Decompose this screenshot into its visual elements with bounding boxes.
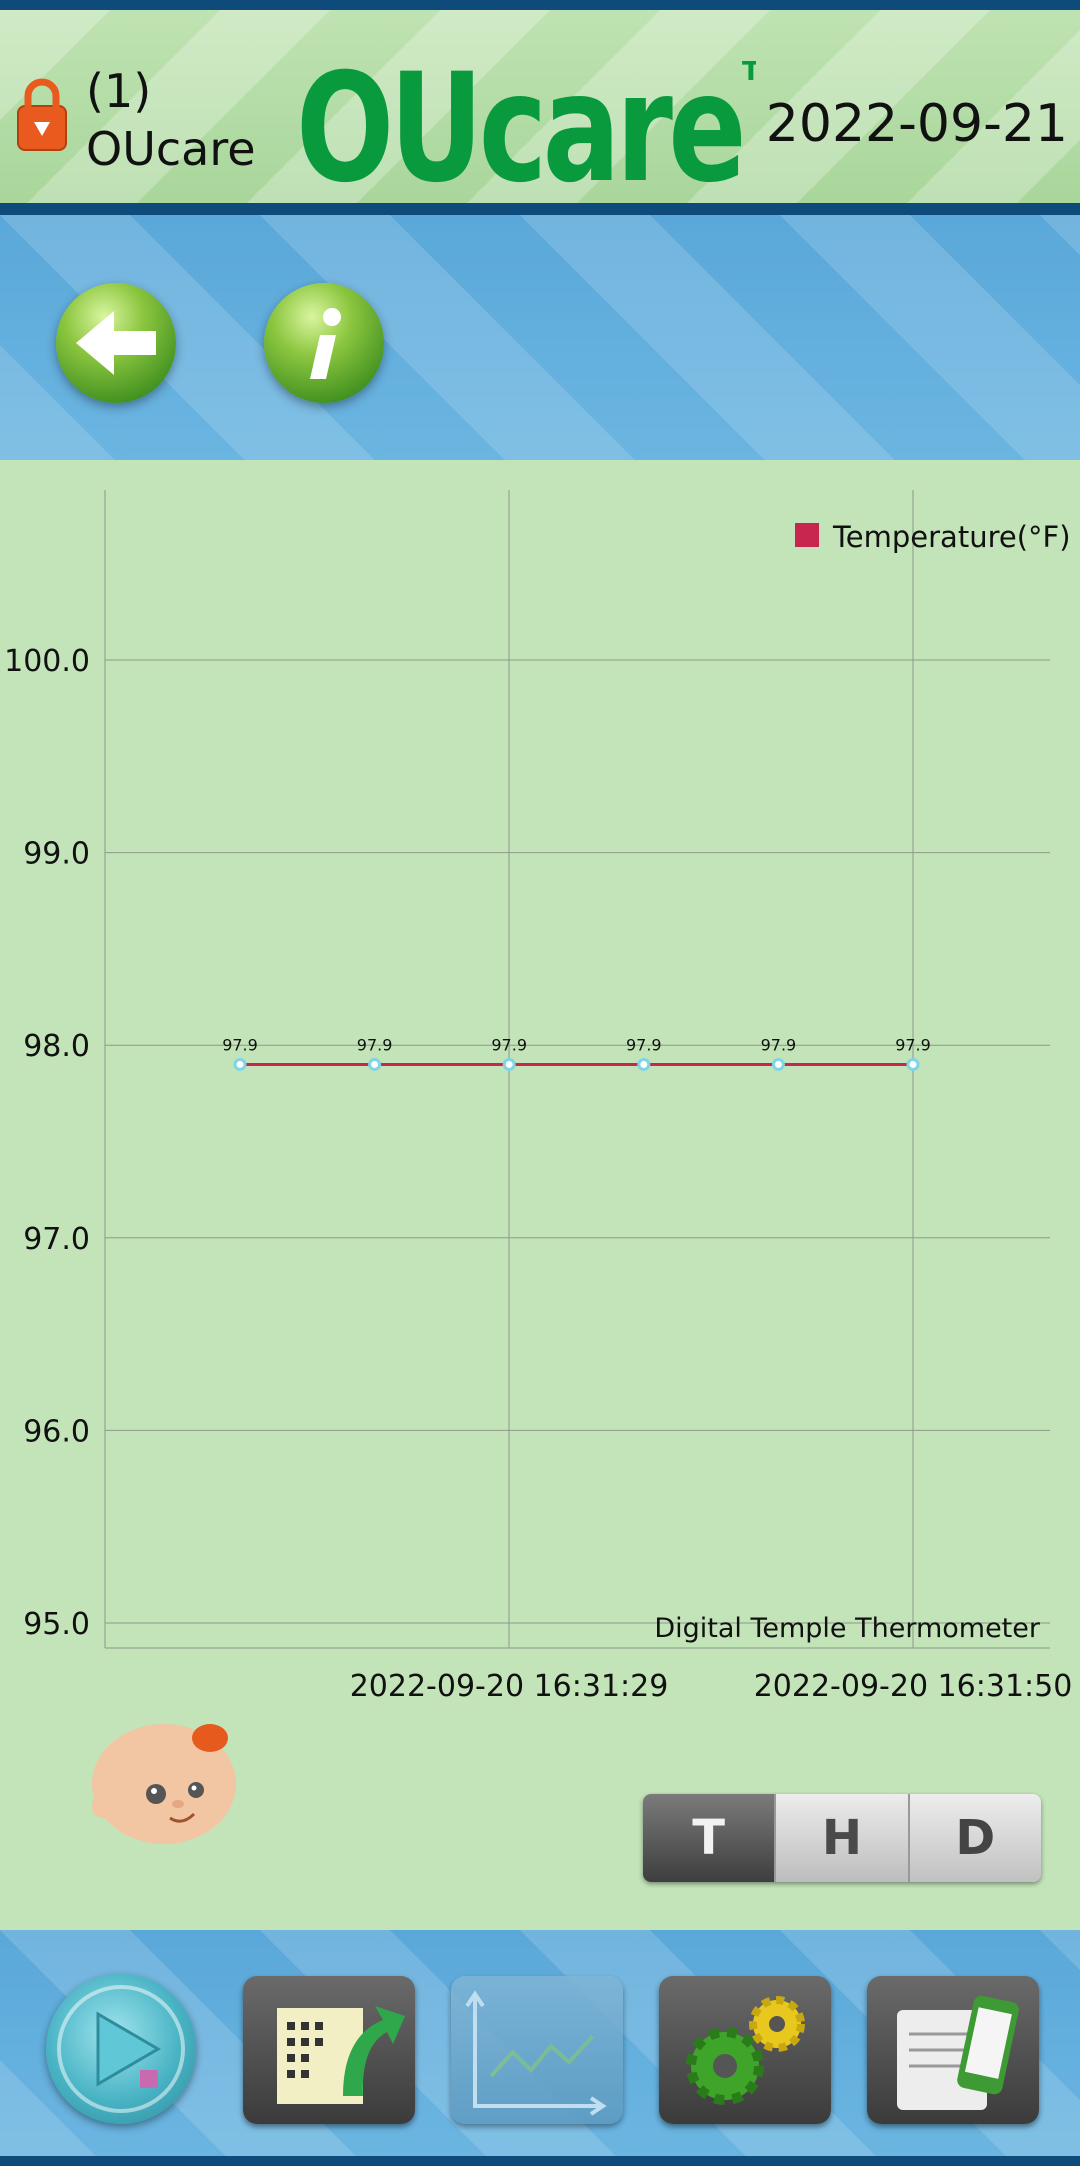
chart-x-ticks: 2022-09-20 16:31:29 2022-09-20 16:31:50: [350, 1669, 1073, 1704]
data-point: [906, 1057, 920, 1071]
mode-switch: T H D: [643, 1794, 1041, 1882]
user-name: OUcare: [86, 122, 256, 176]
user-index: (1): [86, 64, 152, 118]
temperature-chart: 100.0 99.0 98.0 97.0 96.0 95.0 2022-09-20 16:…: [0, 460, 1080, 1930]
y-tick-label: 96.0: [23, 1414, 90, 1449]
mode-d-button[interactable]: D: [909, 1794, 1041, 1882]
back-button[interactable]: [56, 283, 176, 403]
data-label: 97.9: [761, 1035, 797, 1054]
settings-icon: [686, 1996, 805, 2105]
data-label: 97.9: [895, 1035, 931, 1054]
data-point: [637, 1057, 651, 1071]
header-bar: (1) OUcare OUcare TM 2022-09-21: [0, 0, 1080, 215]
y-tick-label: 98.0: [23, 1029, 90, 1064]
data-point: [368, 1057, 382, 1071]
lock-icon[interactable]: [14, 78, 70, 152]
oucare-logo: OUcare TM: [296, 50, 756, 200]
x-tick-label: 2022-09-20 16:31:29: [350, 1669, 669, 1704]
y-tick-label: 100.0: [4, 644, 90, 679]
legend-swatch: [795, 523, 819, 547]
device-button[interactable]: [867, 1976, 1039, 2124]
chart-button[interactable]: [451, 1976, 623, 2124]
arrow-left-icon: [76, 311, 156, 375]
chart-series: 97.9 97.9 97.9 97.9 97.9 97.9: [222, 1035, 931, 1071]
y-tick-label: 97.0: [23, 1222, 90, 1257]
bottom-nav: [0, 1930, 1080, 2166]
chart-y-ticks: 100.0 99.0 98.0 97.0 96.0 95.0: [4, 644, 90, 1642]
data-label: 97.9: [626, 1035, 662, 1054]
settings-button[interactable]: [659, 1976, 831, 2124]
play-button[interactable]: [46, 1974, 196, 2124]
mode-t-button[interactable]: T: [643, 1794, 775, 1882]
chart-canvas: 100.0 99.0 98.0 97.0 96.0 95.0 2022-09-20 16:…: [4, 490, 1073, 1704]
chart-legend: Temperature(°F): [795, 520, 1071, 554]
y-tick-label: 95.0: [23, 1607, 90, 1642]
info-button[interactable]: [264, 283, 384, 403]
data-label: 97.9: [491, 1035, 527, 1054]
chart-icon: [465, 1990, 607, 2116]
trademark: TM: [742, 57, 756, 87]
toolbar: [0, 215, 1080, 460]
info-icon: [310, 308, 341, 379]
chart-grid: [104, 490, 1050, 1649]
data-label: 97.9: [222, 1035, 258, 1054]
mode-h-button[interactable]: H: [774, 1794, 910, 1882]
legend-label: Temperature(°F): [832, 520, 1071, 554]
device-label: Digital Temple Thermometer: [654, 1613, 1041, 1644]
data-point: [502, 1057, 516, 1071]
logo-text: OUcare: [296, 50, 742, 200]
user-label: (1) OUcare: [86, 62, 256, 178]
export-button[interactable]: [243, 1976, 415, 2124]
baby-avatar[interactable]: [86, 1710, 246, 1850]
data-label: 97.9: [357, 1035, 393, 1054]
x-tick-label: 2022-09-20 16:31:50: [754, 1669, 1073, 1704]
data-point: [771, 1057, 785, 1071]
y-tick-label: 99.0: [23, 837, 90, 872]
current-date: 2022-09-21: [765, 94, 1068, 154]
play-icon: [57, 1985, 185, 2113]
export-icon: [277, 2006, 405, 2104]
data-point: [233, 1057, 247, 1071]
device-icon: [897, 1995, 1019, 2110]
